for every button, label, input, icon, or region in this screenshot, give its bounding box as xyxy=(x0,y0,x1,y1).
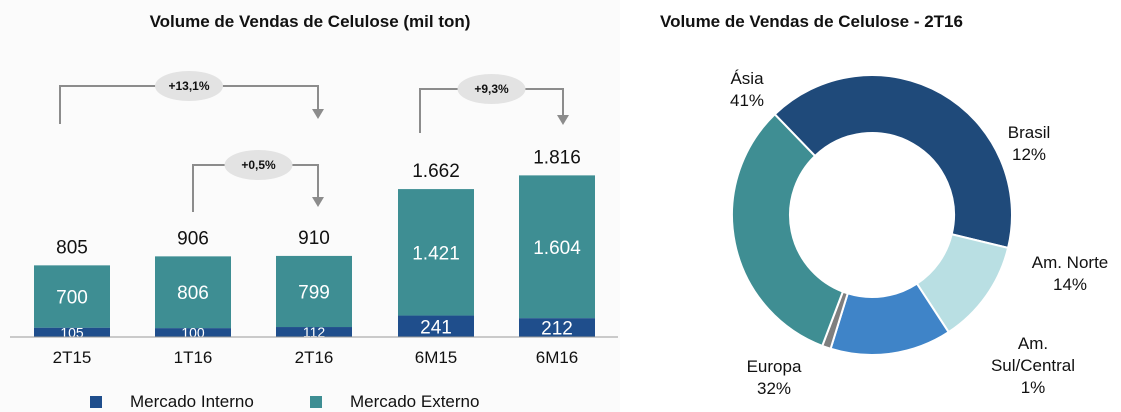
legend-item-mercado-externo: Mercado Externo xyxy=(310,392,479,412)
bar-mercado-externo xyxy=(34,265,110,328)
bar-mercado-externo xyxy=(398,189,474,316)
pie-slice-europa xyxy=(731,112,845,348)
label-mercado-interno: 241 xyxy=(420,317,452,338)
tick-label-category: 1T16 xyxy=(174,348,213,367)
tick-label-category: 6M15 xyxy=(415,348,458,367)
legend-item-mercado-interno: Mercado Interno xyxy=(90,392,254,412)
label-total: 910 xyxy=(298,228,330,249)
label-mercado-externo: 806 xyxy=(177,283,209,304)
bar-mercado-externo xyxy=(155,256,231,329)
bar-chart-svg: 105 700 805 2T15 100 806 906 1T16 112 799 910 2T16 2… xyxy=(10,71,618,367)
growth-arrowhead xyxy=(312,197,324,207)
label-mercado-externo: 799 xyxy=(298,282,330,303)
growth-arrowhead xyxy=(312,109,324,119)
bar-mercado-externo xyxy=(276,255,352,328)
pie-label-am-sul-central: Am. Sul/Central 1% xyxy=(991,334,1075,397)
label-mercado-interno: 112 xyxy=(303,324,326,340)
bar-chart-legend: Mercado Interno Mercado Externo xyxy=(80,392,620,412)
label-mercado-interno: 105 xyxy=(60,324,84,340)
label-total: 906 xyxy=(177,228,209,249)
pie-chart-svg: Ásia 41% Brasil 12% Am. Norte 14% Am. Sul/Centr… xyxy=(730,69,1109,398)
bar-chart-title: Volume de Vendas de Celulose (mil ton) xyxy=(149,12,471,31)
growth-badge xyxy=(155,71,223,101)
label-mercado-externo: 1.421 xyxy=(412,243,460,264)
growth-arrowhead xyxy=(557,115,569,125)
label-mercado-interno: 100 xyxy=(181,325,205,341)
bar-mercado-interno xyxy=(155,328,231,337)
label-total: 1.662 xyxy=(412,161,460,182)
growth-badge xyxy=(224,150,293,180)
pie-slice--sia xyxy=(773,73,1013,250)
legend-swatch-mercado-externo xyxy=(310,396,322,408)
pie-label--sia: Ásia 41% xyxy=(730,69,764,110)
tick-label-category: 2T16 xyxy=(295,348,334,367)
growth-badge xyxy=(457,74,526,104)
pie-label-europa: Europa 32% xyxy=(747,357,802,398)
growth-label: +0,5% xyxy=(241,158,276,172)
growth-label: +9,3% xyxy=(474,82,509,96)
label-mercado-externo: 1.604 xyxy=(533,238,581,259)
tick-label-category: 2T15 xyxy=(53,348,92,367)
pie-chart-panel: Volume de Vendas de Celulose - 2T16 Ásia… xyxy=(640,0,1121,412)
label-mercado-interno: 212 xyxy=(541,319,573,340)
tick-label-category: 6M16 xyxy=(536,348,579,367)
bar-chart-panel: Volume de Vendas de Celulose (mil ton) 1… xyxy=(10,12,620,412)
pie-label-am-norte: Am. Norte 14% xyxy=(1032,253,1109,294)
bar-mercado-externo xyxy=(519,175,595,319)
label-total: 1.816 xyxy=(533,147,581,168)
pie-label-brasil: Brasil 12% xyxy=(1008,123,1051,164)
bar-mercado-interno xyxy=(519,318,595,337)
bar-mercado-interno xyxy=(398,315,474,337)
pie-chart-title: Volume de Vendas de Celulose - 2T16 xyxy=(660,12,963,31)
label-total: 805 xyxy=(56,237,88,258)
growth-label: +13,1% xyxy=(168,79,209,93)
bar-mercado-interno xyxy=(34,327,110,337)
bar-mercado-interno xyxy=(276,327,352,337)
legend-label-mercado-externo: Mercado Externo xyxy=(350,392,480,411)
label-mercado-externo: 700 xyxy=(56,288,88,309)
legend-label-mercado-interno: Mercado Interno xyxy=(130,392,254,411)
legend-swatch-mercado-interno xyxy=(90,396,102,408)
